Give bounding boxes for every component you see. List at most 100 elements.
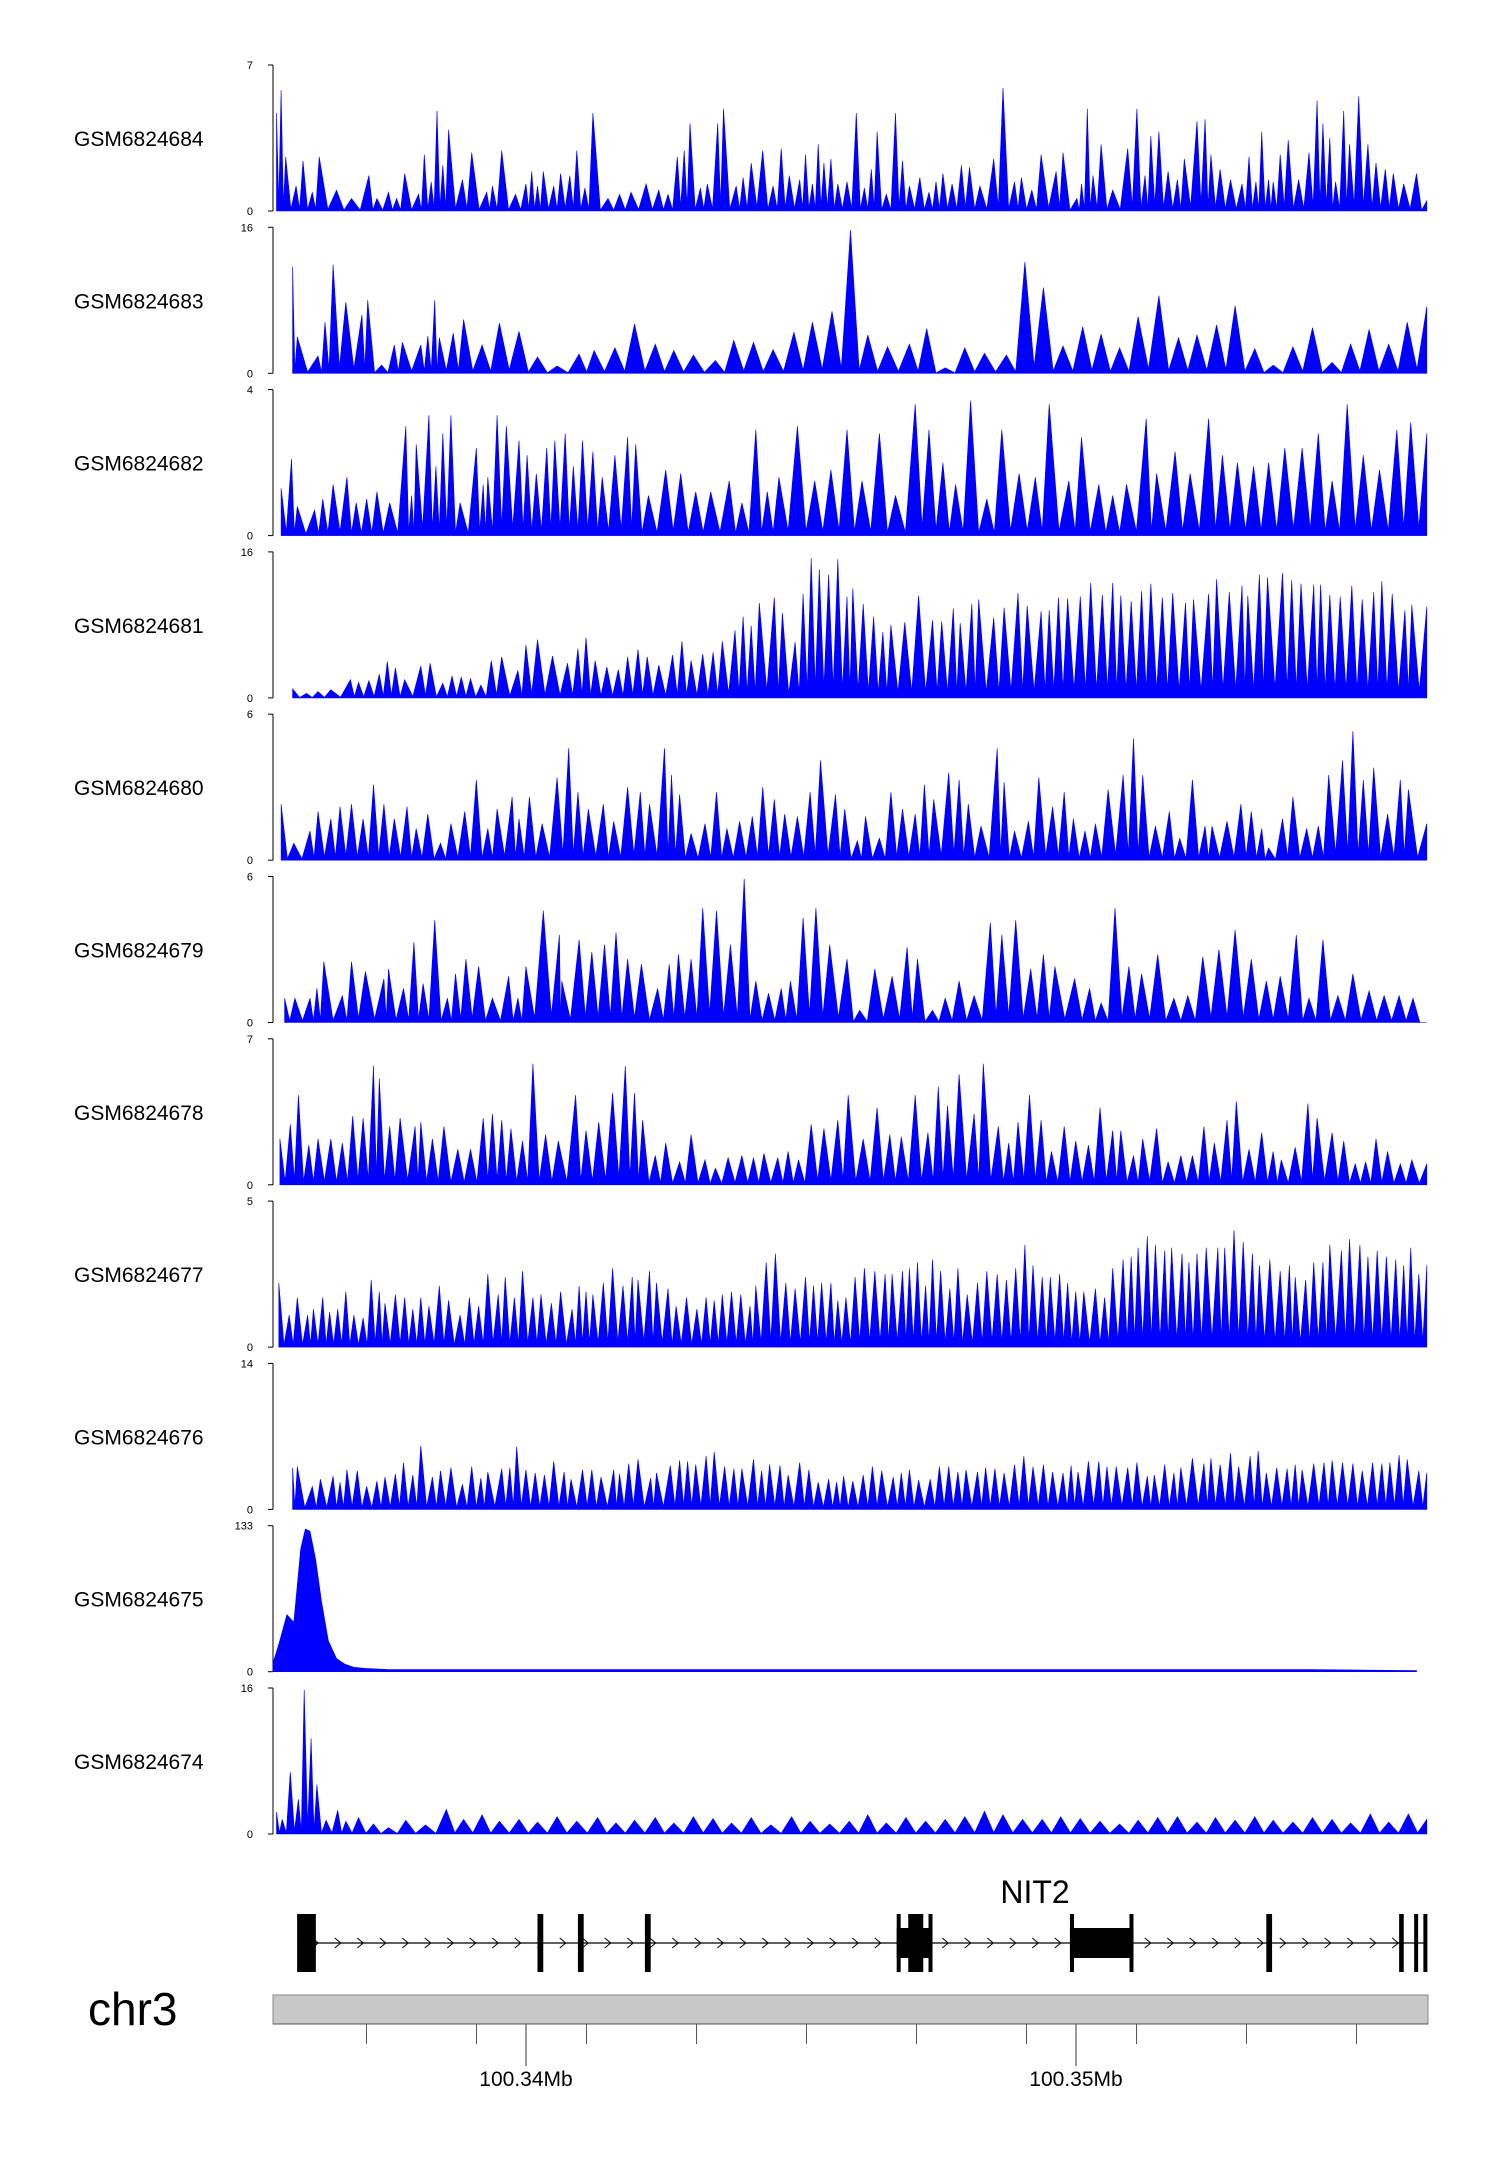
y-axis-min-label: 0 <box>247 531 253 543</box>
gene-exon <box>1069 1928 1134 1958</box>
strand-arrow <box>581 1937 590 1949</box>
strand-arrow <box>784 1937 792 1949</box>
track-GSM6824676: GSM6824676 14 0 <box>74 1358 1428 1516</box>
coverage-area <box>280 400 1428 536</box>
y-axis-max-label: 7 <box>247 1034 253 1046</box>
y-axis-max-label: 5 <box>247 1196 253 1208</box>
track-GSM6824684: GSM6824684 7 0 <box>74 60 1428 218</box>
strand-arrow <box>491 1937 500 1949</box>
track-GSM6824680: GSM6824680 6 0 <box>74 709 1428 867</box>
track-name-label: GSM6824682 <box>74 453 204 476</box>
gene-exon <box>1399 1914 1404 1972</box>
strand-arrow <box>1009 1937 1017 1949</box>
gene-exon-edge <box>311 1914 316 1972</box>
strand-arrow <box>716 1937 725 1949</box>
gene-exon-edge <box>928 1914 933 1972</box>
track-GSM6824683: GSM6824683 16 0 <box>74 222 1428 380</box>
strand-arrow <box>761 1937 770 1949</box>
track-GSM6824681: GSM6824681 16 0 <box>74 547 1428 705</box>
coverage-area <box>272 1528 1417 1672</box>
track-GSM6824674: GSM6824674 16 0 <box>74 1683 1428 1841</box>
y-axis-max-label: 16 <box>241 547 253 559</box>
y-axis-min-label: 0 <box>247 368 253 380</box>
gene-exon-edge <box>1069 1914 1074 1972</box>
strand-arrow <box>806 1937 815 1949</box>
gene-name-label: NIT2 <box>1000 1874 1069 1910</box>
y-axis-max-label: 6 <box>247 709 253 721</box>
coverage-area <box>284 878 1427 1023</box>
gene-exon <box>1414 1914 1419 1972</box>
gene-exon-edge <box>896 1914 901 1972</box>
strand-arrow <box>334 1937 342 1949</box>
y-axis-min-label: 0 <box>247 693 253 705</box>
strand-arrow <box>1324 1937 1332 1949</box>
strand-arrow <box>671 1937 680 1949</box>
chromosome-band <box>272 1994 1429 2025</box>
gene-exon <box>1266 1914 1273 1972</box>
track-GSM6824677: GSM6824677 5 0 <box>74 1196 1428 1354</box>
coverage-area <box>280 731 1428 861</box>
track-name-label: GSM6824675 <box>74 1589 204 1612</box>
track-name-label: GSM6824680 <box>74 777 204 800</box>
genomic-axis: 100.34Mb 100.35Mb <box>273 2023 1428 2091</box>
strand-arrow <box>626 1937 635 1949</box>
strand-arrow <box>986 1937 995 1949</box>
strand-arrow <box>1391 1937 1400 1949</box>
gene-exon <box>1423 1914 1428 1972</box>
track-name-label: GSM6824684 <box>74 128 204 151</box>
strand-arrow <box>1211 1937 1220 1949</box>
track-GSM6824682: GSM6824682 4 0 <box>74 385 1428 543</box>
track-GSM6824678: GSM6824678 7 0 <box>74 1034 1428 1192</box>
y-axis-min-label: 0 <box>247 206 253 218</box>
strand-arrow <box>739 1937 747 1949</box>
gene-exon-edge <box>1129 1914 1134 1972</box>
track-GSM6824679: GSM6824679 6 0 <box>74 872 1427 1030</box>
x-axis-tick-label: 100.34Mb <box>479 2068 572 2091</box>
y-axis-max-label: 4 <box>247 385 253 397</box>
strand-arrow <box>874 1937 882 1949</box>
coverage-area <box>292 1445 1428 1510</box>
chromosome-ideogram: chr3 <box>88 1983 1429 2035</box>
gene-exon <box>297 1914 316 1972</box>
gene-exon-edge <box>297 1914 302 1972</box>
strand-arrow <box>1144 1937 1152 1949</box>
track-name-label: GSM6824678 <box>74 1102 204 1125</box>
strand-arrow <box>1279 1937 1287 1949</box>
track-name-label: GSM6824679 <box>74 940 204 963</box>
strand-arrow <box>559 1937 567 1949</box>
y-axis-min-label: 0 <box>247 1342 253 1354</box>
coverage-tracks: GSM682468470GSM6824683160GSM682468240GSM… <box>74 60 1428 1841</box>
track-name-label: GSM6824677 <box>74 1264 204 1287</box>
strand-arrow <box>1166 1937 1175 1949</box>
y-axis-max-label: 16 <box>241 222 253 234</box>
strand-arrow <box>851 1937 860 1949</box>
track-name-label: GSM6824683 <box>74 290 204 313</box>
strand-arrow <box>356 1937 365 1949</box>
y-axis-min-label: 0 <box>247 1018 253 1030</box>
chromosome-label: chr3 <box>88 1983 177 2035</box>
strand-arrow <box>1346 1937 1355 1949</box>
strand-arrow <box>1054 1937 1062 1949</box>
coverage-area <box>276 1689 1428 1835</box>
strand-arrow <box>424 1937 432 1949</box>
coverage-area <box>276 87 1428 212</box>
gene-model: NIT2 <box>297 1874 1428 1972</box>
strand-arrow <box>1234 1937 1242 1949</box>
strand-arrow <box>604 1937 612 1949</box>
y-axis-min-label: 0 <box>247 1667 253 1679</box>
strand-arrow <box>514 1937 522 1949</box>
strand-arrow <box>694 1937 702 1949</box>
track-name-label: GSM6824676 <box>74 1426 204 1449</box>
coverage-area <box>292 558 1428 699</box>
y-axis-max-label: 133 <box>235 1521 253 1533</box>
x-axis-tick-label: 100.35Mb <box>1029 2068 1122 2091</box>
strand-arrow <box>469 1937 477 1949</box>
track-GSM6824675: GSM6824675 133 0 <box>74 1521 1417 1679</box>
y-axis-min-label: 0 <box>247 1504 253 1516</box>
strand-arrow <box>941 1937 950 1949</box>
strand-arrow <box>964 1937 972 1949</box>
track-name-label: GSM6824674 <box>74 1751 204 1774</box>
y-axis-max-label: 16 <box>241 1683 253 1695</box>
